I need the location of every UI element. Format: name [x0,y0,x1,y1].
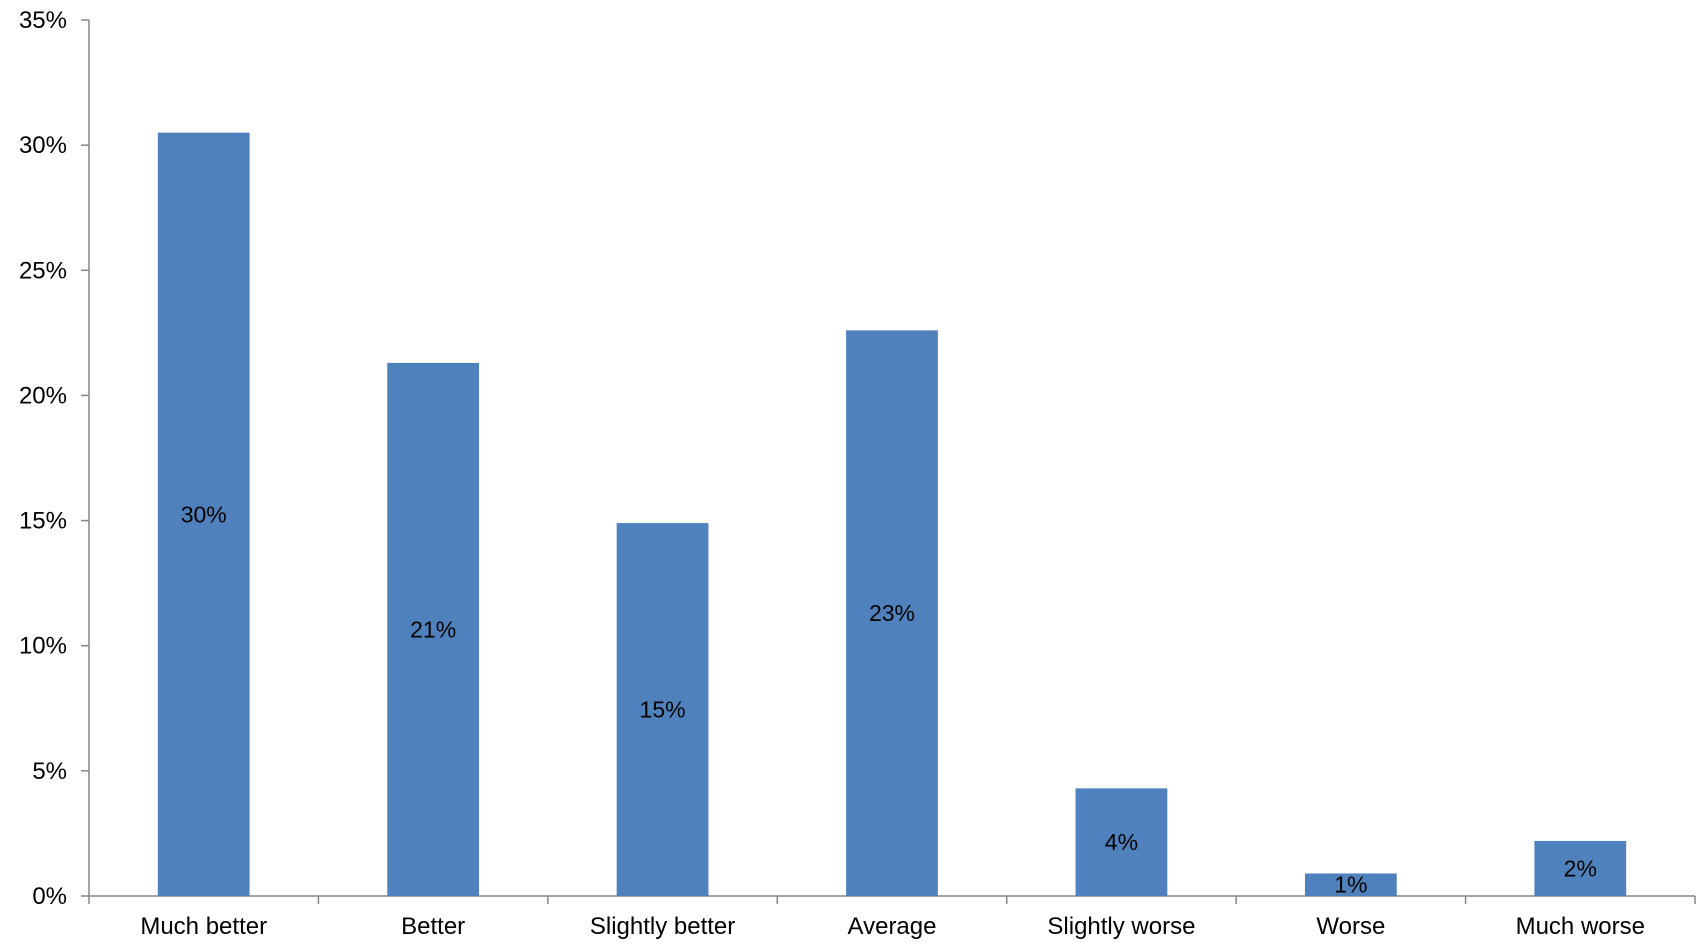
x-category-label: Much better [140,913,267,940]
y-tick-label: 15% [19,508,67,535]
bar-data-label: 21% [410,616,456,642]
x-category-label: Much worse [1516,913,1645,940]
bar [846,330,938,897]
bar [1534,840,1627,896]
bar [1304,873,1397,896]
y-tick-label: 0% [32,883,67,910]
y-tick-label: 30% [19,132,67,159]
data-labels: 30% 21% 15% 23% 4% 1% 2% [181,501,1597,897]
y-tick-label: 25% [19,257,67,284]
bar-data-label: 30% [181,501,227,527]
x-category-label: Average [848,913,937,940]
bar-data-label: 4% [1105,829,1138,855]
bars [157,132,1627,897]
bar [616,523,709,896]
bar-data-label: 2% [1564,855,1597,881]
x-axis: Much better Better Slightly better Average S… [88,895,1696,940]
bar-data-label: 23% [869,600,915,626]
y-tick-label: 35% [19,7,67,34]
y-tick-label: 5% [32,758,67,785]
bar [387,362,480,896]
bar [157,132,250,897]
x-category-label: Slightly worse [1047,913,1195,940]
y-axis: 0% 5% 10% 15% 20% 25% 30% 35% [19,7,90,910]
bar-data-label: 15% [640,697,686,723]
bar [1075,788,1168,896]
x-category-label: Better [401,913,465,940]
bar-data-label: 1% [1334,872,1367,898]
y-tick-label: 20% [19,382,67,409]
x-category-label: Worse [1316,913,1385,940]
x-category-label: Slightly better [590,913,735,940]
y-tick-label: 10% [19,633,67,660]
